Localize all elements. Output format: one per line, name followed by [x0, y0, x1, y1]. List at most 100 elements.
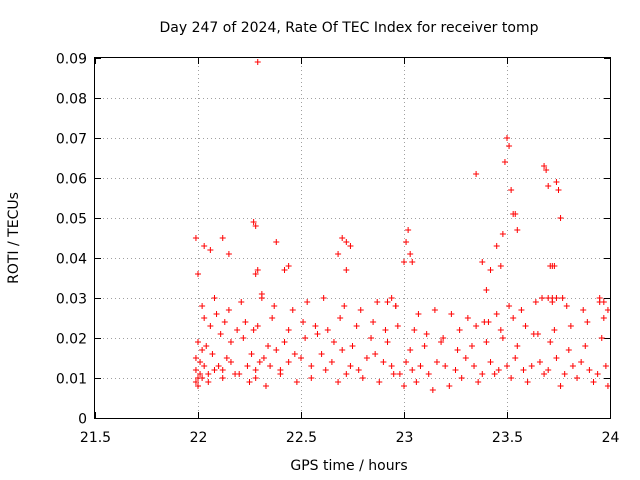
data-point	[195, 271, 201, 277]
data-point	[302, 335, 309, 341]
data-point	[429, 387, 436, 393]
data-point	[487, 267, 494, 273]
data-point	[215, 363, 222, 369]
data-point	[197, 371, 204, 377]
data-point	[335, 251, 342, 257]
data-point	[534, 331, 541, 337]
data-point	[207, 323, 214, 329]
data-point	[262, 383, 269, 389]
data-point	[250, 327, 257, 333]
data-point	[545, 295, 552, 301]
data-point	[403, 239, 410, 245]
data-point	[541, 371, 548, 377]
data-point	[396, 371, 403, 377]
data-point	[248, 351, 255, 357]
data-point	[493, 243, 500, 249]
data-point	[401, 383, 407, 389]
data-point	[368, 335, 375, 341]
data-point	[254, 267, 261, 273]
data-point	[254, 59, 261, 65]
data-point	[499, 335, 506, 341]
data-point	[520, 367, 527, 373]
data-point	[308, 363, 315, 369]
data-point	[401, 259, 407, 265]
data-point	[518, 307, 525, 313]
data-point	[547, 339, 554, 345]
data-point	[557, 215, 564, 221]
data-point	[407, 347, 414, 353]
axis-ticks: 21.5 22 22.5 23 23.5 24 0 0.01 0.02 0.03 0.04 0.05 0…	[56, 52, 620, 447]
x-tick-label: 23	[396, 430, 414, 446]
y-tick-label: 0.02	[56, 332, 87, 348]
data-point	[504, 135, 510, 141]
data-point	[456, 327, 463, 333]
data-point	[232, 371, 239, 377]
data-point	[541, 163, 548, 169]
data-point	[512, 355, 519, 361]
y-tick-label: 0.01	[56, 372, 87, 388]
data-point	[219, 367, 226, 373]
data-point	[559, 295, 566, 301]
data-point	[353, 323, 360, 329]
y-axis-label: ROTI / TECUs	[6, 192, 22, 284]
data-point	[491, 371, 498, 377]
data-point	[347, 363, 354, 369]
data-point	[405, 227, 412, 233]
data-point	[510, 315, 517, 321]
data-point	[211, 367, 218, 373]
data-point	[569, 363, 576, 369]
data-point	[219, 375, 226, 381]
data-point	[555, 187, 562, 193]
data-point	[567, 323, 574, 329]
data-point	[440, 335, 447, 341]
data-point	[553, 355, 560, 361]
data-point	[495, 367, 502, 373]
data-point	[370, 319, 377, 325]
data-point	[285, 263, 292, 269]
data-point	[256, 359, 263, 365]
data-point	[384, 339, 391, 345]
data-point	[458, 375, 465, 381]
data-point	[330, 339, 337, 345]
y-tick-label: 0.09	[56, 52, 87, 68]
data-point	[454, 347, 461, 353]
data-point	[285, 327, 292, 333]
data-point	[203, 343, 210, 349]
data-point	[543, 167, 550, 173]
data-point	[407, 251, 414, 257]
data-point	[347, 243, 354, 249]
data-point	[258, 295, 265, 301]
data-point	[584, 319, 591, 325]
data-point	[199, 375, 206, 381]
data-point	[318, 351, 325, 357]
data-point	[195, 339, 201, 345]
data-point	[582, 343, 589, 349]
data-point	[483, 287, 490, 293]
data-point	[201, 243, 208, 249]
data-point	[343, 267, 350, 273]
data-point	[415, 311, 422, 317]
data-point	[269, 315, 276, 321]
data-point	[557, 383, 564, 389]
data-point	[384, 299, 391, 305]
data-point	[563, 303, 570, 309]
data-point	[413, 379, 420, 385]
data-point	[322, 367, 329, 373]
data-point	[545, 183, 552, 189]
data-point	[497, 327, 504, 333]
data-point	[553, 179, 560, 185]
data-point	[553, 295, 560, 301]
y-tick-label: 0.04	[56, 252, 87, 268]
data-point	[374, 299, 381, 305]
data-point	[551, 263, 558, 269]
data-point	[304, 299, 311, 305]
data-point	[349, 343, 356, 349]
data-point	[479, 371, 486, 377]
data-point	[425, 371, 432, 377]
data-point	[355, 367, 362, 373]
data-point	[199, 347, 206, 353]
data-point	[211, 295, 218, 301]
data-point	[363, 355, 370, 361]
data-point	[359, 375, 366, 381]
x-tick-label: 21.5	[80, 430, 111, 446]
